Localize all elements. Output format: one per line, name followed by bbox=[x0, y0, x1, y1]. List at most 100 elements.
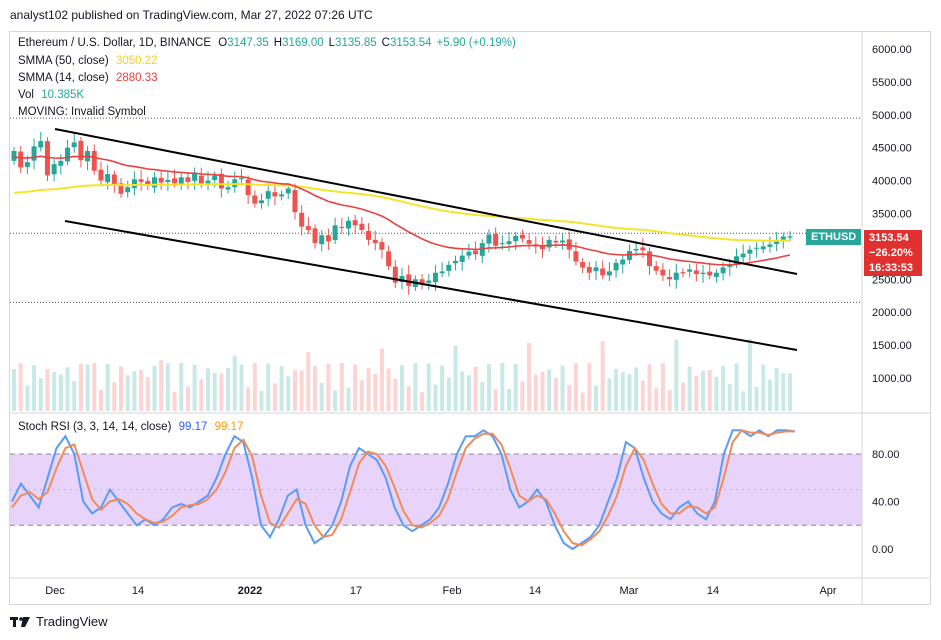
candle-body bbox=[493, 234, 499, 246]
legend-volume[interactable]: Vol 10.385K bbox=[18, 89, 85, 101]
candle-body bbox=[733, 256, 739, 264]
volume-bar bbox=[594, 385, 598, 411]
volume-bar bbox=[212, 372, 217, 411]
price-axis-tick: 4000.00 bbox=[872, 176, 912, 188]
candle-body bbox=[131, 179, 137, 189]
candle-body bbox=[573, 251, 579, 262]
candle-body bbox=[727, 265, 733, 267]
candle-body bbox=[526, 240, 532, 244]
stoch-axis-tick: 80.00 bbox=[872, 449, 900, 461]
volume-bar bbox=[553, 377, 558, 411]
volume-bar bbox=[353, 364, 358, 411]
candle-body bbox=[91, 150, 97, 171]
volume-bar bbox=[640, 380, 645, 411]
volume-bar bbox=[333, 390, 338, 411]
candle-body bbox=[720, 267, 726, 274]
volume-bar bbox=[540, 371, 545, 411]
volume-bar bbox=[460, 371, 465, 411]
volume-bar bbox=[721, 365, 726, 411]
price-axis-tick: 3500.00 bbox=[872, 209, 912, 221]
volume-bar bbox=[607, 378, 612, 411]
volume-bar bbox=[272, 383, 277, 411]
candle-body bbox=[285, 188, 291, 194]
legend-main: Ethereum / U.S. Dollar, 1D, BINANCE O314… bbox=[18, 37, 524, 49]
time-axis-tick: Mar bbox=[620, 585, 639, 597]
volume-bar bbox=[299, 370, 304, 411]
volume-bar bbox=[152, 365, 157, 411]
volume-bar bbox=[319, 383, 324, 411]
volume-bar bbox=[259, 390, 264, 411]
candle-body bbox=[740, 253, 746, 258]
candle-body bbox=[620, 259, 626, 265]
volume-bar bbox=[767, 379, 772, 411]
candle-body bbox=[653, 266, 659, 271]
stoch-axis-tick: 40.00 bbox=[872, 497, 900, 509]
volume-bar bbox=[219, 373, 224, 411]
candle-body bbox=[700, 272, 706, 275]
volume-value: 10.385K bbox=[41, 89, 85, 101]
candle-body bbox=[145, 180, 151, 186]
candle-body bbox=[586, 266, 592, 273]
legend-moving[interactable]: MOVING: Invalid Symbol bbox=[18, 106, 146, 118]
candle-body bbox=[24, 162, 30, 167]
volume-bar bbox=[507, 388, 512, 411]
time-axis-tick: 14 bbox=[132, 585, 144, 597]
volume-bar bbox=[18, 363, 23, 411]
volume-bar bbox=[466, 375, 471, 411]
candle-body bbox=[473, 250, 479, 255]
volume-bar bbox=[306, 352, 311, 411]
volume-bar bbox=[92, 363, 97, 411]
candle-body bbox=[506, 241, 512, 245]
volume-bar bbox=[788, 373, 792, 411]
candle-body bbox=[519, 234, 525, 239]
candle-body bbox=[18, 151, 24, 168]
candle-body bbox=[172, 178, 178, 184]
volume-bar bbox=[727, 383, 732, 411]
candle-body bbox=[272, 192, 278, 197]
legend-stoch[interactable]: Stoch RSI (3, 3, 14, 14, close) 99.17 99… bbox=[18, 421, 244, 433]
candle-body bbox=[71, 142, 77, 148]
volume-bar bbox=[279, 366, 284, 411]
volume-bar bbox=[72, 381, 77, 411]
legend-symbol: Ethereum / U.S. Dollar, 1D, BINANCE bbox=[18, 37, 212, 49]
candle-body bbox=[138, 179, 144, 182]
time-axis-tick: 17 bbox=[350, 585, 362, 597]
candle-body bbox=[399, 276, 405, 283]
volume-bar bbox=[185, 386, 190, 411]
price-axis-tick: 4500.00 bbox=[872, 143, 912, 155]
volume-bar bbox=[707, 370, 712, 411]
candle-body bbox=[212, 175, 218, 181]
legend-smma50[interactable]: SMMA (50, close) 3050.22 bbox=[18, 55, 158, 67]
price-tag-change: −26.20% bbox=[864, 245, 922, 261]
volume-bar bbox=[125, 375, 130, 411]
candle-body bbox=[65, 147, 71, 162]
time-axis-tick: 14 bbox=[707, 585, 719, 597]
candle-body bbox=[774, 241, 780, 244]
candle-body bbox=[192, 174, 198, 181]
candle-body bbox=[693, 270, 699, 275]
volume-bar bbox=[346, 387, 351, 411]
tradingview-logo[interactable]: TradingView bbox=[10, 614, 108, 629]
volume-bar bbox=[513, 364, 518, 411]
candle-body bbox=[680, 272, 686, 274]
stoch-k-value: 99.17 bbox=[178, 421, 208, 433]
volume-bar bbox=[406, 386, 411, 411]
volume-bar bbox=[453, 345, 458, 411]
candle-body bbox=[626, 251, 632, 261]
volume-bar bbox=[339, 363, 344, 411]
candle-body bbox=[640, 247, 646, 251]
candle-body bbox=[446, 264, 452, 271]
volume-bar bbox=[119, 366, 124, 411]
volume-bar bbox=[165, 363, 170, 411]
volume-bar bbox=[587, 363, 592, 411]
volume-bar bbox=[239, 364, 244, 411]
volume-bar bbox=[580, 392, 585, 411]
smma14-value: 2880.33 bbox=[115, 72, 158, 84]
legend-close: 3153.54 bbox=[389, 37, 432, 49]
candle-body bbox=[158, 177, 164, 183]
volume-bar bbox=[65, 367, 70, 411]
volume-bar bbox=[647, 364, 652, 411]
legend-smma14[interactable]: SMMA (14, close) 2880.33 bbox=[18, 72, 158, 84]
candle-body bbox=[386, 251, 392, 267]
